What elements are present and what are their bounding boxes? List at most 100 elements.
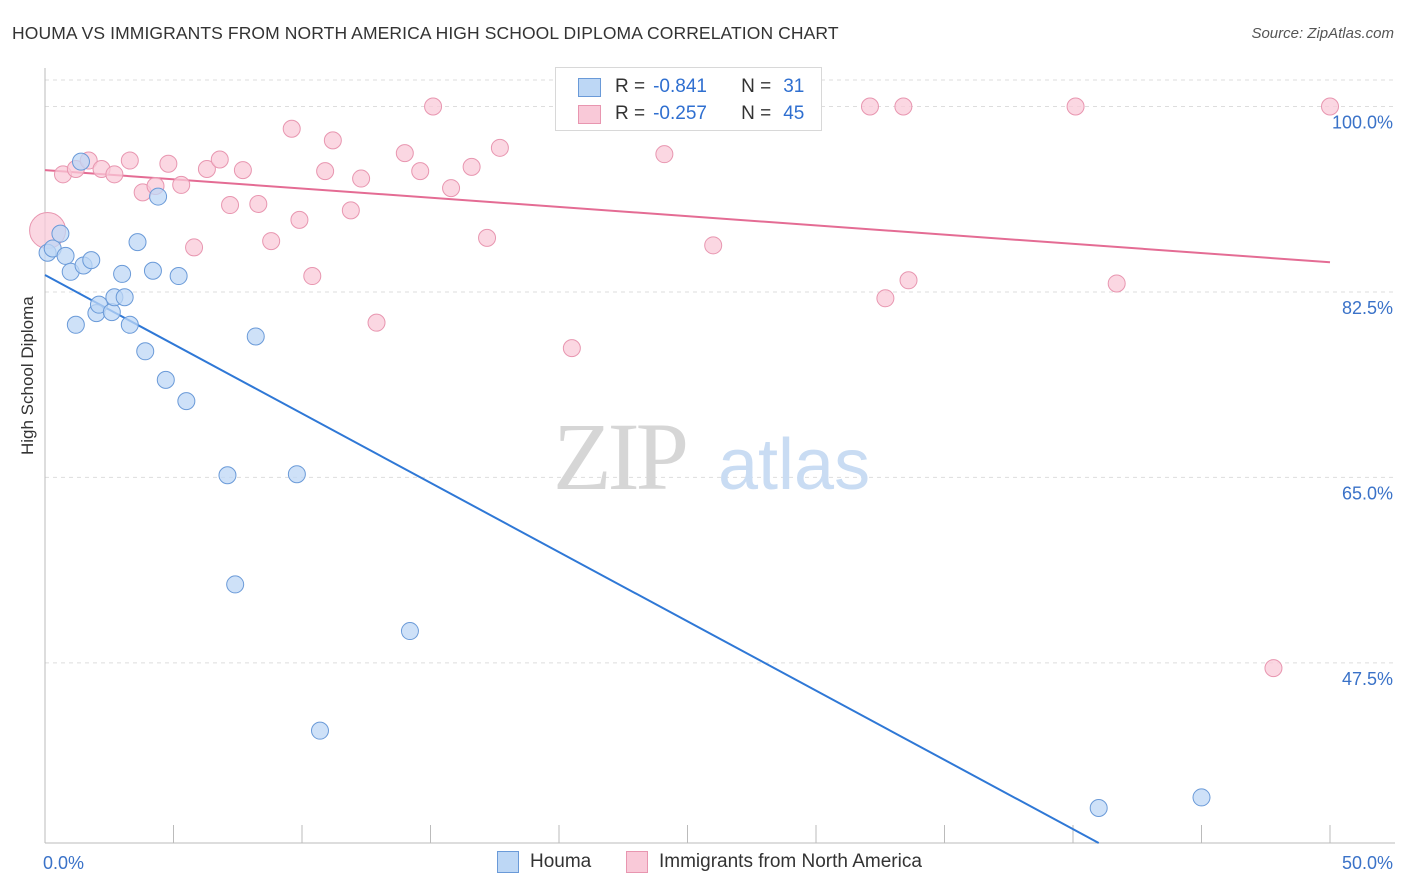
immigrants-point [704,236,723,255]
stats-legend: R = -0.841 N = 31 R = -0.257 N = 45 [555,67,822,131]
houma-point [66,315,85,334]
immigrants-point [249,194,268,213]
immigrants-point [894,97,913,116]
data-points [29,97,1339,818]
immigrants-point [395,144,414,163]
immigrants-point [197,160,216,179]
houma-point [82,251,101,270]
immigrants-point [105,165,124,184]
immigrants-r-label: R = [615,103,646,124]
immigrants-trend-line [44,169,1331,264]
houma-point [287,465,306,484]
immigrants-point [562,339,581,358]
houma-point [310,721,329,740]
immigrants-point [316,162,335,181]
immigrants-point [1321,97,1339,116]
immigrants-point [210,150,229,169]
houma-point [226,575,245,594]
immigrants-point [120,151,139,170]
immigrants-point [233,161,252,180]
houma-point [246,327,265,346]
immigrants-point [367,313,386,332]
legend-row-houma: R = -0.841 N = 31 [578,74,804,100]
y-tick-label: 47.5% [1342,669,1393,689]
houma-point [51,224,70,243]
watermark: ZIP atlas [553,403,870,510]
houma-point [400,622,419,641]
watermark-zip: ZIP [553,403,686,510]
immigrants-point [221,196,240,215]
houma-point [1192,788,1211,807]
houma-swatch-icon [578,77,601,97]
x-tick-label-max: 50.0% [1342,853,1393,873]
immigrants-r-value: -0.257 [653,103,707,124]
immigrants-point [1107,274,1126,293]
immigrants-point [159,154,178,173]
y-tick-label: 100.0% [1332,112,1393,132]
tick-labels: 47.5% 65.0% 82.5% 100.0% 0.0% 50.0% [43,112,1393,873]
y-tick-label: 65.0% [1342,483,1393,503]
x-tick-label-min: 0.0% [43,853,84,873]
watermark-atlas: atlas [718,425,870,505]
immigrants-point [424,97,443,116]
legend-row-immigrants: R = -0.257 N = 45 [578,101,804,127]
immigrants-point [282,119,301,138]
immigrants-point [1264,659,1283,678]
immigrants-point [655,145,674,164]
immigrants-point [462,157,481,176]
immigrants-point [876,289,895,308]
chart-title: HOUMA VS IMMIGRANTS FROM NORTH AMERICA H… [12,23,839,43]
immigrants-point [262,232,281,251]
legend-immigrants-label: Immigrants from North America [659,851,922,872]
immigrants-n-label: N = [741,103,772,124]
houma-point [71,152,90,171]
immigrants-point [899,271,918,290]
houma-r-label: R = [615,76,646,97]
immigrants-point [442,179,461,198]
houma-n-label: N = [741,76,772,97]
houma-point [136,342,155,361]
immigrants-point [185,238,204,257]
immigrants-point [411,162,430,181]
immigrants-point [1066,97,1085,116]
houma-point [169,267,188,286]
houma-point [156,370,175,389]
immigrants-point [172,175,191,194]
immigrants-swatch-icon [578,104,601,124]
series-legend: Houma Immigrants from North America [0,851,1406,877]
houma-point [218,466,237,485]
immigrants-point [352,169,371,188]
immigrants-point [290,210,309,229]
houma-trend-line [44,274,1100,844]
immigrants-point [490,138,509,157]
axes [44,68,1395,844]
houma-point [115,288,134,307]
houma-point [177,392,196,411]
houma-point [149,187,168,206]
houma-point [128,233,147,252]
immigrants-point [341,201,360,220]
immigrants-point [860,97,879,116]
immigrants-point [323,131,342,150]
immigrants-point [303,267,322,286]
houma-legend-icon [497,851,519,873]
immigrants-n-value: 45 [783,103,805,124]
y-axis-title: High School Diploma [18,296,37,455]
houma-point [102,303,121,322]
houma-point [1089,799,1108,818]
trend-lines [44,169,1331,844]
source-credit: Source: ZipAtlas.com [1251,25,1394,42]
houma-point [120,315,139,334]
legend-item-immigrants[interactable]: Immigrants from North America [626,851,922,873]
houma-n-value: 31 [783,76,805,97]
houma-point [143,261,162,280]
houma-r-value: -0.841 [653,76,707,97]
immigrants-point [478,228,497,247]
houma-point [113,264,132,283]
legend-item-houma[interactable]: Houma [497,851,591,873]
immigrants-legend-icon [626,851,648,873]
houma-point [56,246,75,265]
y-tick-label: 82.5% [1342,298,1393,318]
legend-houma-label: Houma [530,851,592,872]
